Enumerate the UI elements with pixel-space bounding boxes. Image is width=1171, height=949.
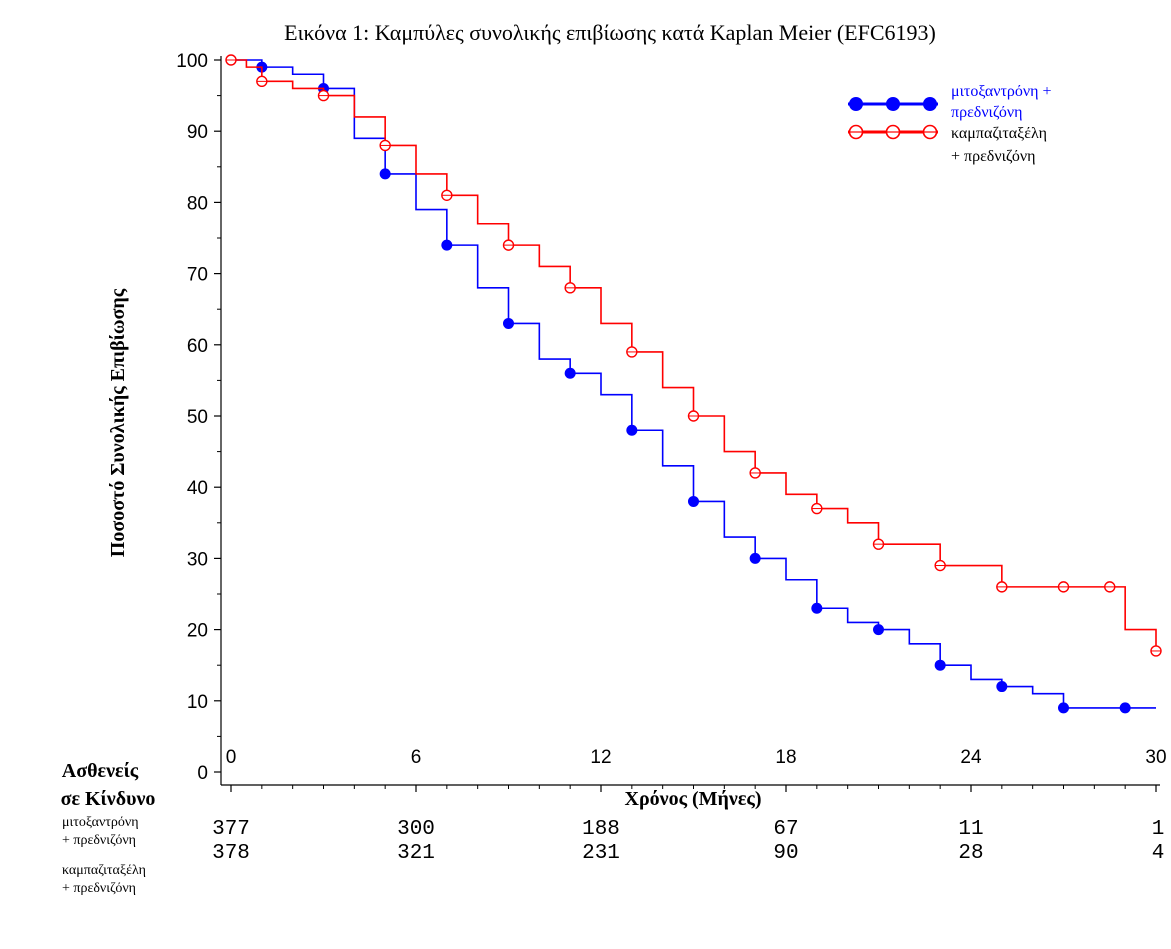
risk-table-rows: μιτοξαντρόνη + πρεδνιζόνη 377 300 188 67 11 1κα… bbox=[62, 815, 1164, 896]
risk-count: 11 bbox=[958, 818, 983, 841]
series-line-1 bbox=[231, 59, 1157, 651]
risk-count: 378 bbox=[212, 842, 250, 865]
series-point-0 bbox=[626, 424, 638, 436]
series-point-0 bbox=[873, 624, 884, 636]
chart-title: Εικόνα 1: Καμπύλες συνολικής επιβίωσης κ… bbox=[284, 20, 936, 45]
legend-marker-0 bbox=[923, 97, 937, 111]
risk-table: Ασθενείς σε Κίνδυνο μιτοξαντρόνη + πρεδνι… bbox=[61, 760, 1165, 896]
y-tick-label: 50 bbox=[187, 407, 208, 428]
y-tick-label: 80 bbox=[187, 193, 208, 214]
axes: 0 10 20 30 40 50 60 70 80 90 100 0 6 12 18 24 30 bbox=[176, 51, 1167, 792]
risk-table-heading-line2: σε Κίνδυνο bbox=[61, 788, 156, 810]
series-point-0 bbox=[688, 495, 699, 507]
series-point-0 bbox=[811, 602, 823, 614]
y-tick-label: 100 bbox=[176, 51, 208, 72]
series-point-0 bbox=[441, 239, 453, 251]
series-point-0 bbox=[1058, 702, 1069, 714]
y-tick-label: 40 bbox=[187, 478, 208, 499]
legend-label-1: καμπαζιταξέλη + πρεδνιζόνη bbox=[951, 125, 1047, 165]
series-point-0 bbox=[503, 317, 514, 329]
y-tick-label: 30 bbox=[187, 549, 208, 570]
series-point-0 bbox=[996, 681, 1008, 693]
y-tick-label: 10 bbox=[187, 692, 208, 713]
risk-count: 188 bbox=[582, 818, 620, 841]
x-tick-label: 30 bbox=[1145, 747, 1166, 768]
y-tick-label: 60 bbox=[187, 336, 208, 357]
risk-table-heading-line1: Ασθενείς bbox=[62, 760, 139, 782]
series-point-0 bbox=[749, 552, 761, 564]
legend: μιτοξαντρόνη + πρεδνιζόνη καμπαζιταξέλη + π… bbox=[848, 83, 1052, 165]
risk-row-label-0: μιτοξαντρόνη + πρεδνιζόνη bbox=[62, 815, 139, 848]
series-point-0 bbox=[934, 659, 946, 671]
legend-marker-0 bbox=[849, 97, 863, 111]
risk-count: 4 bbox=[1152, 842, 1165, 865]
x-tick-label: 0 bbox=[226, 747, 237, 768]
series-line-0 bbox=[231, 59, 1156, 709]
x-axis-label: Χρόνος (Μήνες) bbox=[625, 788, 762, 810]
legend-label-0: μιτοξαντρόνη + πρεδνιζόνη bbox=[951, 83, 1052, 121]
x-tick-label: 18 bbox=[775, 747, 796, 768]
y-axis-label: Ποσοστό Συνολικής Επιβίωσης bbox=[107, 288, 129, 557]
risk-count: 1 bbox=[1152, 818, 1165, 841]
y-tick-label: 20 bbox=[187, 621, 208, 642]
risk-count: 67 bbox=[773, 818, 798, 841]
risk-count: 90 bbox=[773, 842, 798, 865]
y-tick-label: 0 bbox=[197, 763, 208, 784]
y-tick-label: 70 bbox=[187, 265, 208, 286]
series-point-0 bbox=[564, 367, 576, 379]
x-tick-label: 24 bbox=[960, 747, 982, 768]
series-point-0 bbox=[1119, 702, 1131, 714]
risk-row-label-1: καμπαζιταξέλη + πρεδνιζόνη bbox=[62, 863, 146, 896]
risk-count: 321 bbox=[397, 842, 435, 865]
risk-count: 231 bbox=[582, 842, 620, 865]
x-tick-label: 12 bbox=[590, 747, 611, 768]
x-tick-label: 6 bbox=[411, 747, 422, 768]
plot-area bbox=[225, 54, 1162, 714]
risk-count: 28 bbox=[958, 842, 983, 865]
risk-count: 377 bbox=[212, 818, 250, 841]
risk-count: 300 bbox=[397, 818, 435, 841]
legend-marker-0 bbox=[886, 97, 900, 111]
y-tick-label: 90 bbox=[187, 122, 208, 143]
series-point-0 bbox=[379, 168, 391, 180]
